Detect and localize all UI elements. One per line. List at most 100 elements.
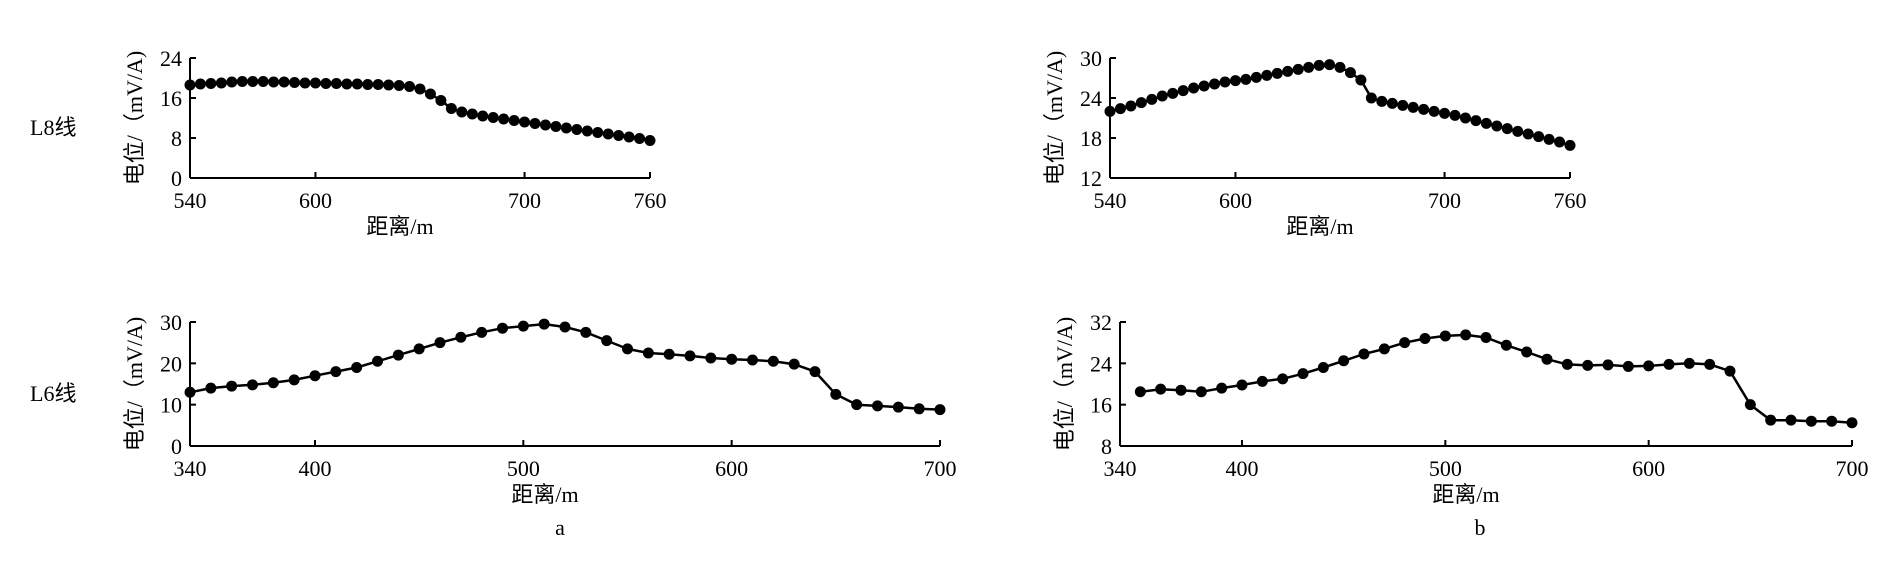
chart-3-data-point xyxy=(1480,332,1492,343)
chart-0-data-point xyxy=(404,81,416,92)
chart-0-data-point xyxy=(215,77,227,89)
chart-0-data-point xyxy=(466,108,478,120)
chart-1-data-point xyxy=(1271,67,1283,79)
chart-2-data-point xyxy=(934,404,946,416)
chart-2-data-point xyxy=(372,355,383,367)
chart-2-data-point xyxy=(497,322,508,334)
chart-1-x-tick-label: 700 xyxy=(1428,188,1461,213)
chart-0-data-point xyxy=(571,124,583,135)
chart-2-data-point xyxy=(767,355,779,367)
chart-0-data-point xyxy=(372,79,384,90)
chart-0-data-point xyxy=(508,115,520,126)
row-label-l6: L6线 xyxy=(30,381,76,406)
chart-2-data-point xyxy=(913,403,925,415)
chart-3-data-point xyxy=(1500,339,1512,351)
chart-1-data-point xyxy=(1240,73,1252,85)
chart-2-data-point xyxy=(247,379,258,391)
chart-2-y-tick-label: 0 xyxy=(171,434,182,459)
chart-2-data-point xyxy=(455,331,467,343)
chart-1-data-point xyxy=(1554,136,1566,148)
chart-1-data-point xyxy=(1292,63,1304,75)
chart-3-data-point xyxy=(1216,382,1228,394)
chart-3-data-point xyxy=(1643,360,1655,372)
chart-3-data-point xyxy=(1155,383,1167,395)
chart-2-data-point xyxy=(538,318,550,330)
chart-0-data-point xyxy=(445,103,457,114)
chart-0-data-point xyxy=(424,88,436,100)
chart-2-data-point xyxy=(892,401,904,413)
row-label-l8: L8线 xyxy=(30,115,76,140)
chart-3-data-point xyxy=(1399,337,1411,349)
chart-1-x-tick-label: 600 xyxy=(1219,188,1252,213)
chart-2-x-axis-label: 距离/m xyxy=(511,482,578,507)
chart-2-data-point xyxy=(559,321,571,333)
chart-3-data-point xyxy=(1704,358,1716,370)
chart-1-data-point xyxy=(1522,128,1534,140)
chart-3-data-point xyxy=(1683,357,1695,369)
chart-3-data-point xyxy=(1358,348,1370,360)
chart-0-data-point xyxy=(362,79,374,90)
chart-2-data-point xyxy=(267,377,279,389)
chart-1-data-point xyxy=(1418,103,1430,115)
chart-0-data-point xyxy=(205,78,217,89)
chart-1-x-tick-label: 760 xyxy=(1554,188,1587,213)
chart-0-data-point xyxy=(414,83,426,95)
chart-3-data-point xyxy=(1134,386,1146,398)
chart-1-series-line xyxy=(1109,63,1571,147)
chart-3-data-point xyxy=(1602,359,1614,371)
chart-2-x-tick-label: 340 xyxy=(174,456,207,481)
chart-1-y-tick-label: 30 xyxy=(1080,46,1102,71)
chart-0-x-tick-label: 600 xyxy=(299,188,332,213)
chart-1-data-point xyxy=(1104,105,1116,117)
chart-2-data-point xyxy=(705,352,717,364)
chart-2-data-point xyxy=(580,326,592,338)
chart-1-data-point xyxy=(1167,87,1179,99)
chart-1-data-point xyxy=(1229,75,1241,87)
chart-1-data-point xyxy=(1459,112,1471,124)
chart-1-data-point xyxy=(1564,139,1576,151)
chart-0-data-point xyxy=(278,76,290,88)
chart-2-x-tick-label: 600 xyxy=(715,456,748,481)
chart-1-x-axis-label: 距离/m xyxy=(1286,214,1353,239)
chart-1-data-point xyxy=(1439,107,1451,119)
chart-2-data-point xyxy=(830,388,842,400)
chart-0-x-axis-label: 距离/m xyxy=(366,214,433,239)
chart-1-data-point xyxy=(1177,85,1189,97)
chart-2-data-point xyxy=(226,380,238,392)
chart-3-data-point xyxy=(1744,399,1756,411)
chart-2-y-axis-label: 电位/（mV/A) xyxy=(122,317,147,451)
chart-1-data-point xyxy=(1428,105,1440,117)
chart-1-data-point xyxy=(1156,90,1168,102)
chart-2-data-point xyxy=(622,343,633,355)
chart-1-data-point xyxy=(1480,117,1492,129)
chart-0-data-point xyxy=(351,78,363,90)
chart-2-data-point xyxy=(309,370,321,382)
chart-0-data-point xyxy=(634,133,646,144)
chart-2-data-point xyxy=(663,348,675,360)
chart-3-data-point xyxy=(1541,353,1553,365)
chart-2-data-point xyxy=(872,400,883,412)
chart-3-y-axis-label: 电位/（mV/A) xyxy=(1052,317,1077,451)
chart-0-data-point xyxy=(498,113,510,125)
chart-0-data-point xyxy=(592,127,604,138)
chart-1-data-point xyxy=(1303,61,1315,73)
chart-2-data-point xyxy=(809,366,821,378)
chart-1-data-point xyxy=(1470,115,1482,127)
chart-3-data-point xyxy=(1663,358,1675,370)
subfigure-label-a: a xyxy=(555,515,565,540)
chart-2-x-tick-label: 400 xyxy=(299,456,332,481)
chart-0-data-point xyxy=(247,76,259,87)
chart-3-data-point xyxy=(1521,346,1533,358)
chart-3-data-point xyxy=(1846,417,1858,429)
chart-0-data-point xyxy=(226,76,238,88)
chart-2-data-point xyxy=(788,358,800,370)
chart-1-data-point xyxy=(1501,123,1513,135)
chart-1-y-axis-label: 电位/（mV/A) xyxy=(1042,51,1067,185)
chart-0-y-axis-label: 电位/（mV/A) xyxy=(122,51,147,185)
panel-a-l6: 340 400 500 600 700 0 10 20 30 距离/m 电位/（mV/A) xyxy=(122,310,957,507)
chart-1-data-point xyxy=(1491,120,1503,132)
chart-1-data-point xyxy=(1261,69,1273,81)
chart-0-data-point xyxy=(623,131,635,143)
chart-3-data-point xyxy=(1236,379,1248,391)
chart-0-data-point xyxy=(320,78,332,89)
